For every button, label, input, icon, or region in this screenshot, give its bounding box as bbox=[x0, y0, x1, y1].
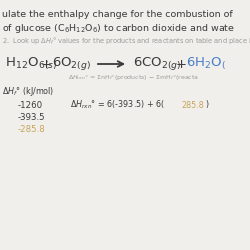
Text: of glucose (C$_6$H$_{12}$O$_6$) to carbon dioxide and wate: of glucose (C$_6$H$_{12}$O$_6$) to carbo… bbox=[2, 22, 235, 35]
Text: 285.8: 285.8 bbox=[181, 100, 204, 110]
Text: $6$CO$_{2(g)}$: $6$CO$_{2(g)}$ bbox=[133, 56, 182, 72]
Text: $6$O$_{2(g)}$: $6$O$_{2(g)}$ bbox=[52, 56, 91, 72]
Text: ): ) bbox=[205, 100, 208, 110]
Text: -285.8: -285.8 bbox=[18, 124, 46, 134]
Text: $6$H$_2$O$_{(}$: $6$H$_2$O$_{(}$ bbox=[186, 56, 226, 72]
Text: $_{\ }$H$_{12}$O$_{6(s)}$: $_{\ }$H$_{12}$O$_{6(s)}$ bbox=[2, 56, 58, 72]
Text: -1260: -1260 bbox=[18, 100, 43, 110]
Text: $+$: $+$ bbox=[40, 58, 52, 70]
Text: $\Delta H_f°$ (kJ/mol): $\Delta H_f°$ (kJ/mol) bbox=[2, 86, 54, 98]
Text: 2.  Look up $\Delta H_f°$ values for the products and reactants on table and pla: 2. Look up $\Delta H_f°$ values for the … bbox=[2, 36, 250, 47]
Text: ulate the enthalpy change for the combustion of: ulate the enthalpy change for the combus… bbox=[2, 10, 233, 19]
Text: $+$: $+$ bbox=[175, 58, 186, 70]
Text: $\Delta H_{rxn}°$ = 6(-393.5) + 6(: $\Delta H_{rxn}°$ = 6(-393.5) + 6( bbox=[70, 99, 166, 111]
Text: $\Delta H_{rxn}°$ = $\Sigma$nH$_f$°(products) $-$ $\Sigma$mH$_f$°(reacta: $\Delta H_{rxn}°$ = $\Sigma$nH$_f$°(prod… bbox=[68, 74, 199, 82]
Text: -393.5: -393.5 bbox=[18, 112, 46, 122]
